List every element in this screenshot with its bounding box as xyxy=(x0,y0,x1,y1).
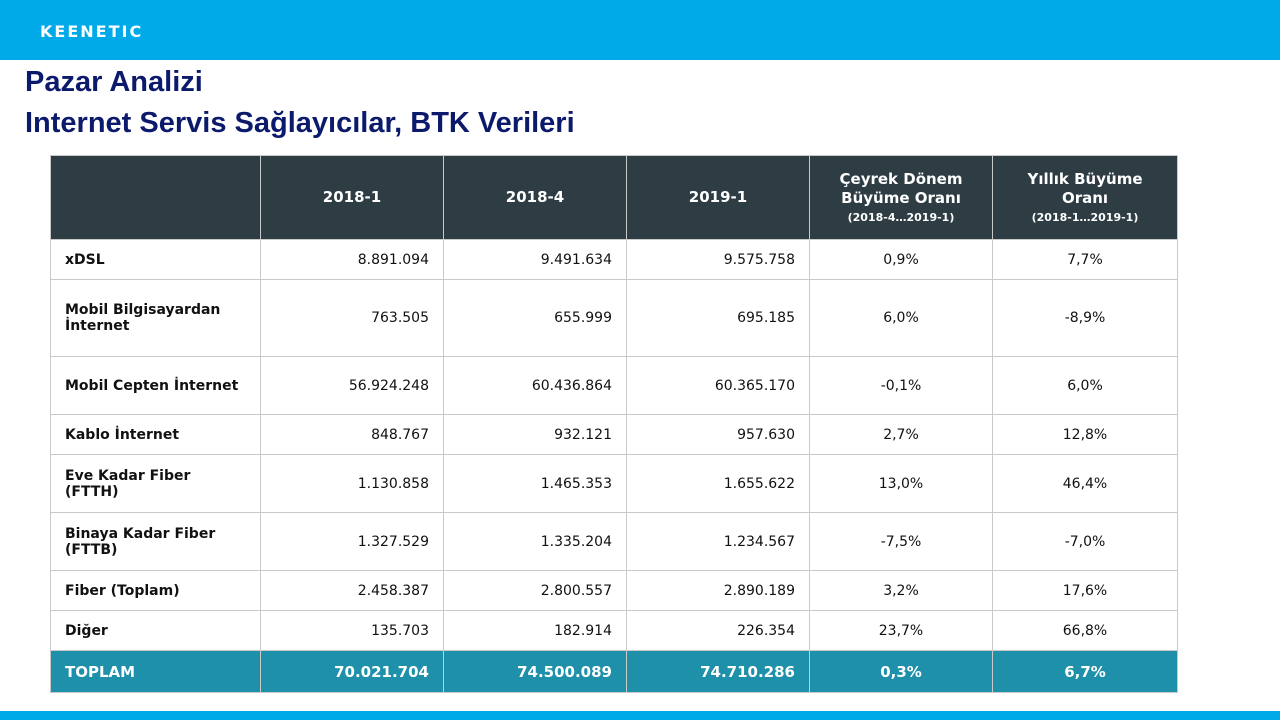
header-year-growth: Yıllık Büyüme Oranı (2018-1…2019-1) xyxy=(992,155,1178,240)
cell-2019-1: 60.365.170 xyxy=(626,356,810,415)
cell-quarter-growth: 6,0% xyxy=(809,279,993,357)
cell-2018-4: 2.800.557 xyxy=(443,570,627,611)
cell-year-growth: 66,8% xyxy=(992,610,1178,651)
cell-2018-1: 1.327.529 xyxy=(260,512,444,571)
row-label: Kablo İnternet xyxy=(50,414,261,455)
cell-quarter-growth: 2,7% xyxy=(809,414,993,455)
cell-2018-4: 1.465.353 xyxy=(443,454,627,513)
cell-year-growth: 6,0% xyxy=(992,356,1178,415)
cell-year-growth: 46,4% xyxy=(992,454,1178,513)
header-quarter-growth-sub: (2018-4…2019-1) xyxy=(847,210,955,224)
cell-2019-1: 9.575.758 xyxy=(626,239,810,280)
cell-2018-4: 182.914 xyxy=(443,610,627,651)
cell-2019-1: 2.890.189 xyxy=(626,570,810,611)
cell-2018-1: 1.130.858 xyxy=(260,454,444,513)
cell-2018-4: 9.491.634 xyxy=(443,239,627,280)
table-row: xDSL 8.891.094 9.491.634 9.575.758 0,9% … xyxy=(50,239,1178,280)
cell-2018-1: 8.891.094 xyxy=(260,239,444,280)
table-row: Fiber (Toplam) 2.458.387 2.800.557 2.890… xyxy=(50,570,1178,611)
total-quarter-growth: 0,3% xyxy=(809,650,993,693)
header-quarter-growth: Çeyrek Dönem Büyüme Oranı (2018-4…2019-1… xyxy=(809,155,993,240)
cell-quarter-growth: 0,9% xyxy=(809,239,993,280)
bottom-bar xyxy=(0,711,1280,720)
cell-year-growth: -8,9% xyxy=(992,279,1178,357)
cell-2019-1: 695.185 xyxy=(626,279,810,357)
header-year-growth-label: Yıllık Büyüme Oranı xyxy=(1027,169,1143,208)
table-row: Mobil Cepten İnternet 56.924.248 60.436.… xyxy=(50,356,1178,415)
row-label: Binaya Kadar Fiber (FTTB) xyxy=(50,512,261,571)
row-label: Fiber (Toplam) xyxy=(50,570,261,611)
cell-quarter-growth: 23,7% xyxy=(809,610,993,651)
table-row: Diğer 135.703 182.914 226.354 23,7% 66,8… xyxy=(50,610,1178,651)
row-label: Diğer xyxy=(50,610,261,651)
keenetic-logo: KEENETIC xyxy=(40,22,144,41)
header-year-growth-sub: (2018-1…2019-1) xyxy=(1031,210,1139,224)
header-2018-1: 2018-1 xyxy=(260,155,444,240)
header-quarter-growth-label: Çeyrek Dönem Büyüme Oranı xyxy=(839,169,963,208)
total-label: TOPLAM xyxy=(50,650,261,693)
cell-quarter-growth: -7,5% xyxy=(809,512,993,571)
cell-2018-4: 1.335.204 xyxy=(443,512,627,571)
cell-year-growth: 7,7% xyxy=(992,239,1178,280)
cell-2019-1: 226.354 xyxy=(626,610,810,651)
cell-2019-1: 1.655.622 xyxy=(626,454,810,513)
row-label: Eve Kadar Fiber (FTTH) xyxy=(50,454,261,513)
total-2019-1: 74.710.286 xyxy=(626,650,810,693)
cell-2018-1: 2.458.387 xyxy=(260,570,444,611)
table-row: Mobil Bilgisayardan İnternet 763.505 655… xyxy=(50,279,1178,357)
row-label: Mobil Cepten İnternet xyxy=(50,356,261,415)
cell-2018-4: 932.121 xyxy=(443,414,627,455)
cell-quarter-growth: -0,1% xyxy=(809,356,993,415)
cell-2018-4: 655.999 xyxy=(443,279,627,357)
row-label: Mobil Bilgisayardan İnternet xyxy=(50,279,261,357)
top-bar: KEENETIC xyxy=(0,0,1280,60)
slide-title: Pazar Analizi xyxy=(25,66,203,98)
row-label: xDSL xyxy=(50,239,261,280)
header-2019-1: 2019-1 xyxy=(626,155,810,240)
cell-year-growth: -7,0% xyxy=(992,512,1178,571)
total-2018-1: 70.021.704 xyxy=(260,650,444,693)
cell-2019-1: 1.234.567 xyxy=(626,512,810,571)
cell-quarter-growth: 3,2% xyxy=(809,570,993,611)
table-row: Binaya Kadar Fiber (FTTB) 1.327.529 1.33… xyxy=(50,512,1178,571)
cell-2018-1: 848.767 xyxy=(260,414,444,455)
table-row: Kablo İnternet 848.767 932.121 957.630 2… xyxy=(50,414,1178,455)
cell-year-growth: 12,8% xyxy=(992,414,1178,455)
slide-subtitle: Internet Servis Sağlayıcılar, BTK Verile… xyxy=(25,107,575,139)
header-2018-4: 2018-4 xyxy=(443,155,627,240)
isp-data-table: 2018-1 2018-4 2019-1 Çeyrek Dönem Büyüme… xyxy=(50,155,1178,693)
cell-quarter-growth: 13,0% xyxy=(809,454,993,513)
header-empty xyxy=(50,155,261,240)
cell-2019-1: 957.630 xyxy=(626,414,810,455)
table-row: Eve Kadar Fiber (FTTH) 1.130.858 1.465.3… xyxy=(50,454,1178,513)
total-year-growth: 6,7% xyxy=(992,650,1178,693)
cell-2018-4: 60.436.864 xyxy=(443,356,627,415)
total-2018-4: 74.500.089 xyxy=(443,650,627,693)
cell-year-growth: 17,6% xyxy=(992,570,1178,611)
cell-2018-1: 135.703 xyxy=(260,610,444,651)
table-header-row: 2018-1 2018-4 2019-1 Çeyrek Dönem Büyüme… xyxy=(50,155,1178,240)
cell-2018-1: 763.505 xyxy=(260,279,444,357)
cell-2018-1: 56.924.248 xyxy=(260,356,444,415)
total-row: TOPLAM 70.021.704 74.500.089 74.710.286 … xyxy=(50,650,1178,693)
